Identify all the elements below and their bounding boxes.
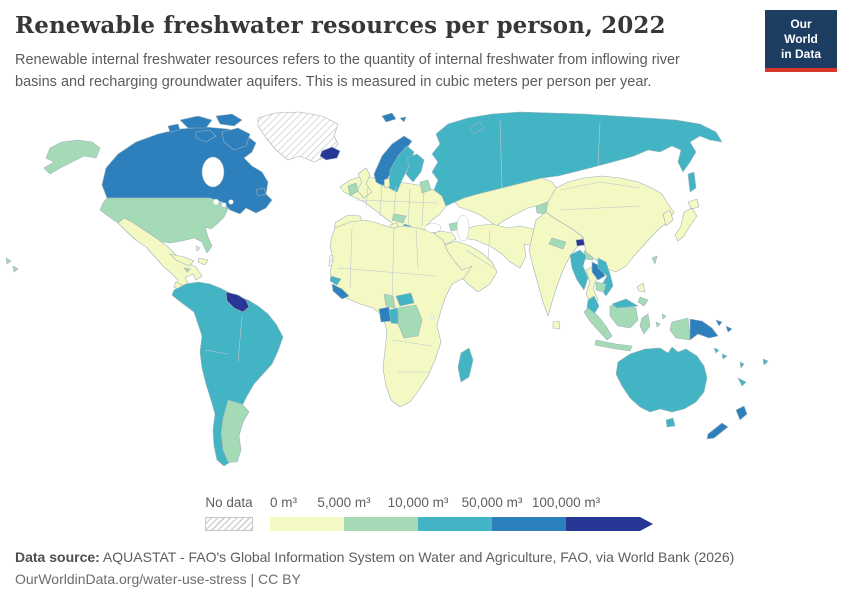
region-iran-afghanistan[interactable]: Middle East: 0–5,000 m³ [457,223,543,269]
region-svalbard[interactable]: Svalbard: 50,000–100,000 m³ [381,112,407,123]
legend-swatch-100k-plus[interactable] [566,517,640,531]
legend-tick-4: 100,000 m³ [531,495,601,510]
region-canada-newfoundland[interactable]: Canada: 50,000–100,000 m³ [255,187,267,197]
region-borneo-malaysia[interactable]: Malaysia: 10,000–50,000 m³ [611,298,639,309]
lake-victoria [429,314,435,320]
region-china-mongolia[interactable]: China and Mongolia: 0–5,000 m³ [545,175,675,273]
region-java[interactable]: Indonesia: 5,000–10,000 m³ [594,339,633,352]
region-liberia-sierra-leone[interactable]: Liberia and Sierra Leone: 50,000–100,000… [331,283,350,300]
region-bahamas[interactable]: Bahamas: 0–5,000 m³ [195,245,201,252]
region-sri-lanka[interactable]: Sri Lanka: 0–5,000 m³ [552,320,561,330]
owid-logo[interactable]: Our World in Data [765,10,837,72]
owid-logo-line1: Our World [784,17,818,46]
region-australia[interactable]: Australia: 10,000–50,000 m³ [615,346,708,413]
region-japan[interactable]: Japan: 0–5,000 m³ [674,198,700,242]
chart-subtitle: Renewable internal freshwater resources … [15,52,680,90]
legend-swatch-50k-100k[interactable] [492,517,566,531]
region-sumatra[interactable]: Indonesia: 5,000–10,000 m³ [583,307,613,341]
legend-arrow [640,517,653,531]
region-fiji[interactable]: Fiji: 10,000–50,000 m³ [762,358,769,366]
legend-swatch-10k-50k[interactable] [418,517,492,531]
page-title: Renewable freshwater resources per perso… [15,12,666,39]
region-usa[interactable]: United States: 5,000–10,000 m³ [99,197,229,254]
great-lake [228,199,234,205]
legend-swatch-0-5k[interactable] [270,517,344,531]
region-alaska[interactable]: United States: 5,000–10,000 m³ [43,139,101,175]
license-line: OurWorldinData.org/water-use-stress | CC… [15,571,301,588]
legend-tick-3: 50,000 m³ [461,495,523,510]
region-korea[interactable]: South Korea: 0–5,000 m³ [662,209,674,227]
chart-header: Renewable freshwater resources per perso… [15,12,745,94]
region-new-zealand[interactable]: New Zealand: 50,000–100,000 m³ [706,405,748,440]
world-map: Greenland: No data Western Sahara: No da… [0,110,850,490]
region-novaya-zemlya[interactable]: Russia: 10,000–50,000 m³ [469,121,485,135]
region-alpine-balkans[interactable]: Austria, Slovenia and Croatia: 5,000–10,… [391,213,407,224]
region-central-asia[interactable]: Kazakhstan and Central Asia: 0–5,000 m³ [454,177,559,227]
region-guyana-suriname[interactable]: Guyana and Suriname: 100,000 m³ and over [225,291,250,313]
region-argentina[interactable]: Argentina, Paraguay and Uruguay: 5,000–1… [220,399,250,463]
region-hispaniola[interactable]: Haiti and Dominican Republic: 0–5,000 m³ [197,257,209,266]
region-finland[interactable]: Finland: 10,000–50,000 m³ [405,153,425,183]
great-lake [212,198,220,206]
region-mexico[interactable]: Mexico: 0–5,000 m³ [117,217,203,294]
region-sulawesi[interactable]: Indonesia: 5,000–10,000 m³ [639,313,651,335]
data-source-line: Data source: AQUASTAT - FAO's Global Inf… [15,546,835,568]
region-drc[interactable]: Democratic Republic of Congo: 5,000–10,0… [397,304,423,339]
map-legend: No data 0 m³ 5,000 m³ 10,000 m³ 50,000 m… [203,495,673,537]
region-jamaica[interactable]: Jamaica: 5,000–10,000 m³ [183,267,191,273]
chart-footer: Data source: AQUASTAT - FAO's Global Inf… [15,546,835,591]
region-vanuatu[interactable]: Vanuatu: 10,000–50,000 m³ [739,361,745,369]
region-nepal[interactable]: Nepal: 5,000–10,000 m³ [548,237,567,250]
region-cambodia[interactable]: Cambodia: 5,000–10,000 m³ [595,281,607,293]
region-guinea[interactable]: Guinea: 10,000–50,000 m³ [329,275,342,286]
legend-tick-0: 0 m³ [270,495,297,510]
region-uk[interactable]: Europe (most countries): 0–5,000 m³ [356,167,373,199]
region-west-papua[interactable]: Indonesia: 5,000–10,000 m³ [669,317,691,341]
legend-no-data-swatch[interactable] [205,517,253,531]
region-taiwan[interactable]: Taiwan: 5,000–10,000 m³ [651,255,658,265]
region-moluccas[interactable]: Indonesia: 5,000–10,000 m³ [655,313,667,328]
region-sakhalin[interactable]: Russia: 10,000–50,000 m³ [687,171,697,193]
region-ireland[interactable]: Ireland: 5,000–10,000 m³ [347,182,359,197]
owid-logo-line2: in Data [780,47,821,61]
region-iceland[interactable]: Iceland: 100,000 m³ and over [319,146,341,161]
region-hawaii[interactable]: United States: 5,000–10,000 m³ [5,257,19,273]
region-philippines-north[interactable]: Philippines (Luzon): 0–5,000 m³ [636,282,646,293]
region-philippines-south[interactable]: Philippines (Mindanao): 5,000–10,000 m³ [637,296,649,307]
legend-swatch-5k-10k[interactable] [344,517,418,531]
region-new-caledonia[interactable]: New Caledonia: 10,000–50,000 m³ [737,377,747,387]
black-sea [424,223,442,233]
region-madagascar[interactable]: Madagascar: 10,000–50,000 m³ [457,347,474,383]
legend-tick-1: 5,000 m³ [317,495,371,510]
region-denmark[interactable]: Europe (most countries): 0–5,000 m³ [383,177,391,189]
caspian-sea [456,214,470,242]
legend-no-data-label: No data [205,495,253,510]
region-canada[interactable]: Canada: 50,000–100,000 m³ [101,126,273,215]
region-solomon-islands[interactable]: Solomon Islands: 10,000–50,000 m³ [713,347,728,360]
region-central-african-republic[interactable]: Central African Republic: 10,000–50,000 … [395,292,415,307]
hudson-bay [201,156,225,188]
region-tasmania[interactable]: Australia: 10,000–50,000 m³ [665,417,676,428]
data-source-text: AQUASTAT - FAO's Global Information Syst… [99,549,735,565]
lakes [201,156,470,320]
region-png[interactable]: Papua New Guinea: 50,000–100,000 m³ [689,318,733,341]
legend-tick-2: 10,000 m³ [387,495,449,510]
internal-borders [204,119,641,373]
region-baltics[interactable]: Estonia and Latvia: 5,000–10,000 m³ [419,179,432,194]
region-russia[interactable]: Russia: 10,000–50,000 m³ [431,111,723,207]
region-canada-islands[interactable]: Canada: 50,000–100,000 m³ [167,113,251,151]
great-lake [221,202,227,208]
region-gabon[interactable]: Gabon: 50,000–100,000 m³ [378,306,392,323]
data-source-label: Data source: [15,549,100,565]
region-cuba[interactable]: Cuba: 0–5,000 m³ [169,253,195,267]
region-myanmar[interactable]: Myanmar: 10,000–50,000 m³ [569,249,589,291]
